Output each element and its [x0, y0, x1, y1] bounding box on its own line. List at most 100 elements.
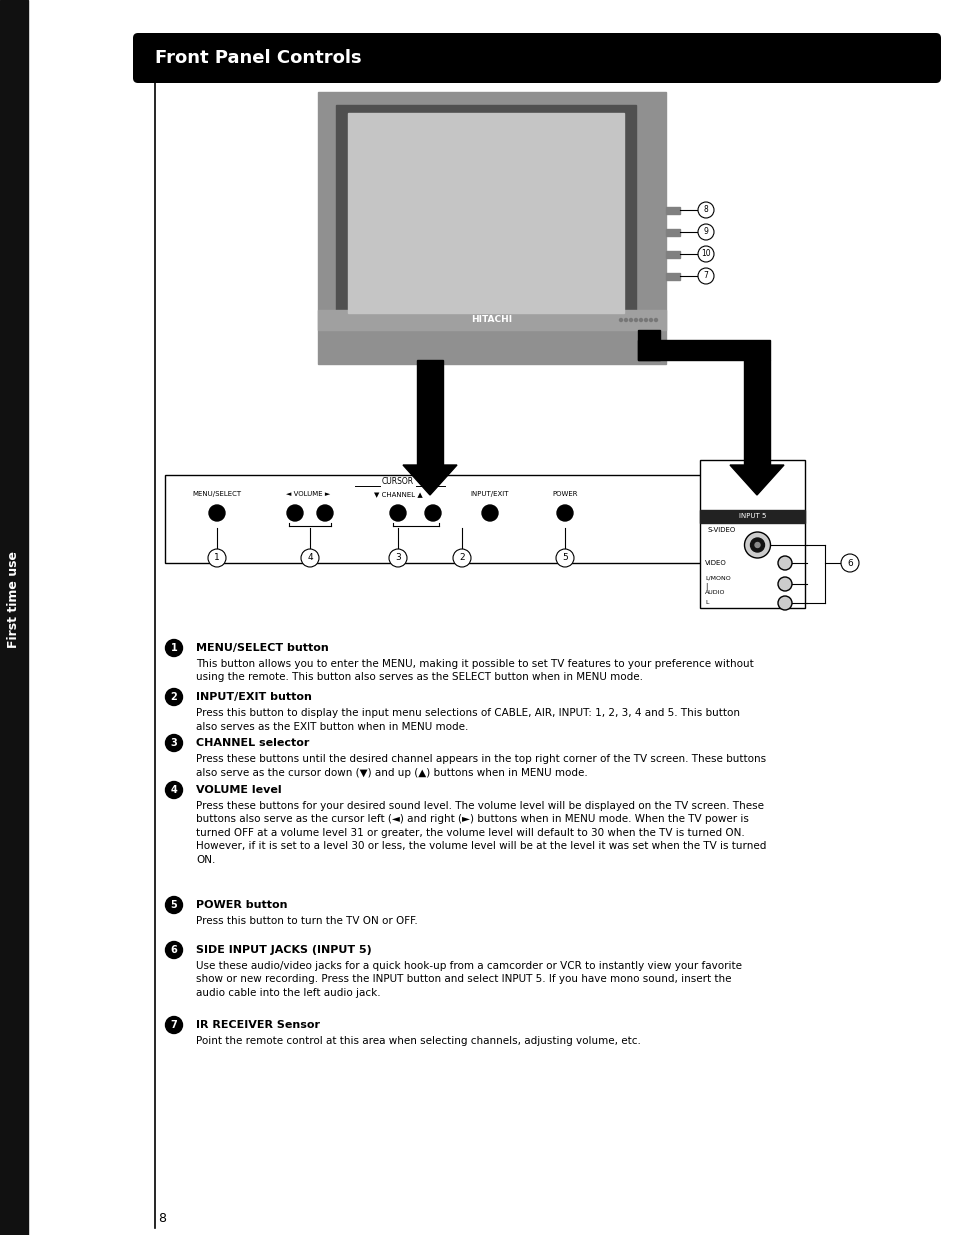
- Text: S-VIDEO: S-VIDEO: [707, 527, 736, 534]
- Text: |: |: [704, 583, 706, 589]
- Circle shape: [165, 735, 182, 752]
- Circle shape: [778, 577, 791, 592]
- Text: Point the remote control at this area when selecting channels, adjusting volume,: Point the remote control at this area wh…: [195, 1036, 640, 1046]
- Text: INPUT 5: INPUT 5: [738, 513, 765, 519]
- Text: buttons also serve as the cursor left (◄) and right (►) buttons when in MENU mod: buttons also serve as the cursor left (◄…: [195, 815, 748, 825]
- Bar: [665, 251, 679, 258]
- Text: VOLUME level: VOLUME level: [195, 785, 281, 795]
- Text: 2: 2: [171, 692, 177, 701]
- Bar: [335, 105, 636, 324]
- Polygon shape: [729, 466, 783, 495]
- Circle shape: [618, 319, 622, 321]
- Circle shape: [165, 782, 182, 799]
- Text: also serve as the cursor down (▼) and up (▲) buttons when in MENU mode.: also serve as the cursor down (▼) and up…: [195, 767, 587, 778]
- Text: 4: 4: [307, 553, 313, 562]
- Circle shape: [165, 640, 182, 657]
- Text: 6: 6: [171, 945, 177, 955]
- Bar: [379, 330, 603, 359]
- Circle shape: [165, 1016, 182, 1034]
- Text: 6: 6: [846, 558, 852, 568]
- Text: MENU/SELECT: MENU/SELECT: [193, 492, 241, 496]
- Circle shape: [750, 538, 763, 552]
- Text: Press this button to display the input menu selections of CABLE, AIR, INPUT: 1, : Press this button to display the input m…: [195, 708, 740, 718]
- Circle shape: [778, 556, 791, 571]
- Bar: [348, 112, 623, 312]
- Polygon shape: [402, 466, 456, 495]
- Text: ▼ CHANNEL ▲: ▼ CHANNEL ▲: [374, 492, 422, 496]
- Polygon shape: [638, 340, 769, 359]
- Circle shape: [453, 550, 471, 567]
- Circle shape: [639, 319, 641, 321]
- Circle shape: [778, 597, 791, 610]
- Text: 8: 8: [158, 1212, 166, 1224]
- Text: Front Panel Controls: Front Panel Controls: [154, 49, 361, 67]
- Bar: [700, 459, 804, 608]
- Circle shape: [649, 319, 652, 321]
- Text: Press these buttons until the desired channel appears in the top right corner of: Press these buttons until the desired ch…: [195, 755, 765, 764]
- Text: 2: 2: [458, 553, 464, 562]
- Circle shape: [698, 268, 713, 284]
- Text: Press this button to turn the TV ON or OFF.: Press this button to turn the TV ON or O…: [195, 916, 417, 926]
- Text: 8: 8: [703, 205, 708, 215]
- Polygon shape: [638, 330, 659, 359]
- Circle shape: [165, 897, 182, 914]
- Bar: [0, 0, 28, 1235]
- Circle shape: [743, 532, 770, 558]
- Bar: [317, 310, 665, 330]
- Text: IR RECEIVER Sensor: IR RECEIVER Sensor: [195, 1020, 319, 1030]
- Polygon shape: [416, 359, 442, 466]
- Circle shape: [165, 688, 182, 705]
- Bar: [700, 510, 804, 522]
- Text: also serves as the EXIT button when in MENU mode.: also serves as the EXIT button when in M…: [195, 721, 468, 731]
- Text: using the remote. This button also serves as the SELECT button when in MENU mode: using the remote. This button also serve…: [195, 673, 642, 683]
- Text: ON.: ON.: [195, 855, 215, 864]
- Circle shape: [209, 505, 225, 521]
- Text: HITACHI: HITACHI: [471, 315, 512, 325]
- Text: This button allows you to enter the MENU, making it possible to set TV features : This button allows you to enter the MENU…: [195, 659, 753, 669]
- Text: AUDIO: AUDIO: [704, 590, 724, 595]
- Circle shape: [389, 550, 407, 567]
- Circle shape: [301, 550, 318, 567]
- Circle shape: [654, 319, 657, 321]
- Text: INPUT/EXIT: INPUT/EXIT: [470, 492, 509, 496]
- Circle shape: [316, 505, 333, 521]
- Text: 5: 5: [561, 553, 567, 562]
- Circle shape: [481, 505, 497, 521]
- Text: 7: 7: [702, 272, 708, 280]
- Bar: [317, 91, 665, 364]
- Bar: [665, 207, 679, 214]
- Text: L/MONO: L/MONO: [704, 576, 730, 580]
- Text: turned OFF at a volume level 31 or greater, the volume level will default to 30 : turned OFF at a volume level 31 or great…: [195, 827, 744, 839]
- Text: L: L: [704, 600, 708, 605]
- FancyBboxPatch shape: [132, 33, 940, 83]
- Text: 3: 3: [171, 739, 177, 748]
- Text: However, if it is set to a level 30 or less, the volume level will be at the lev: However, if it is set to a level 30 or l…: [195, 841, 765, 851]
- Bar: [665, 228, 679, 236]
- Text: 10: 10: [700, 249, 710, 258]
- Circle shape: [644, 319, 647, 321]
- Text: POWER: POWER: [552, 492, 578, 496]
- Circle shape: [287, 505, 303, 521]
- FancyBboxPatch shape: [165, 475, 740, 563]
- Text: ◄ VOLUME ►: ◄ VOLUME ►: [286, 492, 330, 496]
- Text: First time use: First time use: [8, 552, 20, 648]
- Text: CURSOR: CURSOR: [381, 478, 414, 487]
- Circle shape: [841, 555, 858, 572]
- Text: 7: 7: [171, 1020, 177, 1030]
- Polygon shape: [743, 359, 769, 466]
- Bar: [665, 273, 679, 280]
- Circle shape: [754, 542, 760, 547]
- Text: 1: 1: [213, 553, 219, 562]
- Text: CHANNEL selector: CHANNEL selector: [195, 739, 309, 748]
- Circle shape: [698, 203, 713, 219]
- Text: SIDE INPUT JACKS (INPUT 5): SIDE INPUT JACKS (INPUT 5): [195, 945, 372, 955]
- Circle shape: [698, 246, 713, 262]
- Circle shape: [634, 319, 637, 321]
- Text: 9: 9: [702, 227, 708, 236]
- Circle shape: [698, 224, 713, 240]
- Circle shape: [557, 505, 573, 521]
- Circle shape: [390, 505, 406, 521]
- Circle shape: [624, 319, 627, 321]
- Text: show or new recording. Press the INPUT button and select INPUT 5. If you have mo: show or new recording. Press the INPUT b…: [195, 974, 731, 984]
- Circle shape: [165, 941, 182, 958]
